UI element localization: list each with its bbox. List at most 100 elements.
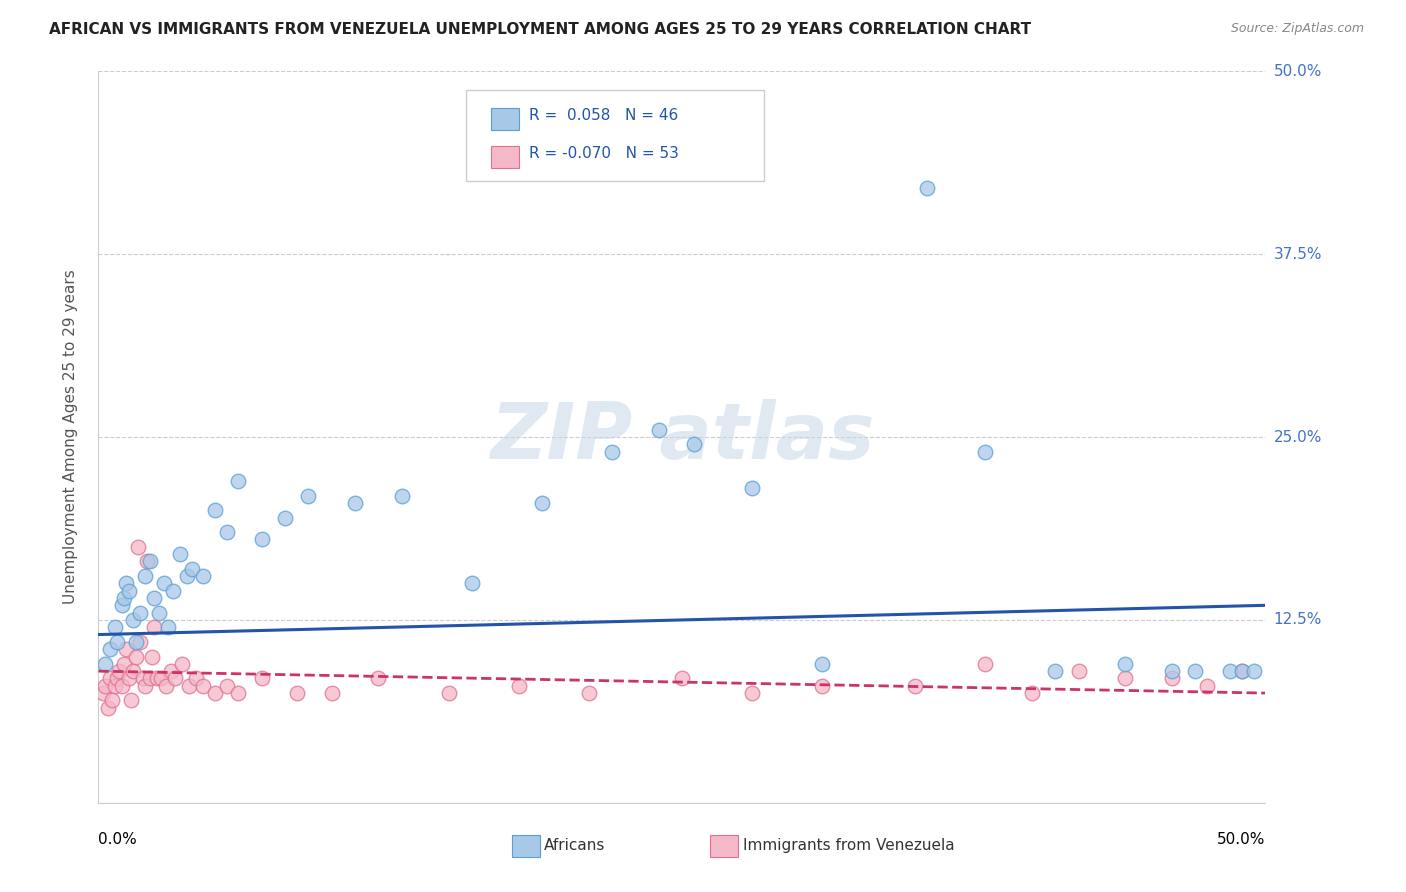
Point <box>600 444 623 458</box>
Point <box>169 547 191 561</box>
Text: 12.5%: 12.5% <box>1274 613 1322 627</box>
Point <box>904 679 927 693</box>
Point <box>125 635 148 649</box>
Point <box>578 686 600 700</box>
Point <box>104 620 127 634</box>
Point <box>1161 664 1184 678</box>
Point <box>180 562 202 576</box>
Point <box>143 620 166 634</box>
Point <box>1114 657 1136 671</box>
Point <box>367 672 389 686</box>
Point <box>94 679 117 693</box>
Point <box>974 444 997 458</box>
Point <box>122 664 145 678</box>
Point <box>811 679 834 693</box>
Point <box>285 686 308 700</box>
Point <box>136 554 159 568</box>
Point <box>321 686 343 700</box>
Point <box>146 672 169 686</box>
Point <box>228 686 250 700</box>
Point <box>391 489 413 503</box>
Point <box>148 606 170 620</box>
Point <box>157 620 180 634</box>
Point <box>134 569 156 583</box>
Text: 37.5%: 37.5% <box>1274 247 1322 261</box>
Point <box>141 649 163 664</box>
Point <box>125 649 148 664</box>
Point <box>204 503 226 517</box>
Point <box>186 672 208 686</box>
Point <box>139 672 162 686</box>
Point <box>120 693 142 707</box>
Point <box>129 635 152 649</box>
Point <box>152 576 174 591</box>
Point <box>508 679 530 693</box>
Point <box>647 423 669 437</box>
Y-axis label: Unemployment Among Ages 25 to 29 years: Unemployment Among Ages 25 to 29 years <box>63 269 77 605</box>
Point <box>1114 672 1136 686</box>
Point <box>1021 686 1043 700</box>
Point <box>437 686 460 700</box>
Point <box>179 679 201 693</box>
Text: Africans: Africans <box>544 838 606 854</box>
Point <box>1230 664 1253 678</box>
Point <box>811 657 834 671</box>
FancyBboxPatch shape <box>710 835 738 857</box>
Point <box>111 679 134 693</box>
Point <box>127 540 149 554</box>
Point <box>215 679 238 693</box>
Point <box>101 693 124 707</box>
Point <box>122 613 145 627</box>
Point <box>98 672 121 686</box>
Point <box>915 181 938 195</box>
Point <box>1045 664 1067 678</box>
Point <box>94 657 117 671</box>
Point <box>104 679 127 693</box>
Text: AFRICAN VS IMMIGRANTS FROM VENEZUELA UNEMPLOYMENT AMONG AGES 25 TO 29 YEARS CORR: AFRICAN VS IMMIGRANTS FROM VENEZUELA UNE… <box>49 22 1032 37</box>
Point <box>1230 664 1253 678</box>
Point <box>105 672 128 686</box>
Point <box>741 481 763 495</box>
Point <box>134 679 156 693</box>
Point <box>98 642 121 657</box>
Text: 50.0%: 50.0% <box>1218 832 1265 847</box>
Point <box>461 576 484 591</box>
Point <box>297 489 319 503</box>
Point <box>112 657 135 671</box>
Point <box>115 576 138 591</box>
Point <box>97 700 120 714</box>
Point <box>274 510 297 524</box>
Point <box>155 679 177 693</box>
Point <box>165 672 187 686</box>
Point <box>250 533 273 547</box>
Text: 0.0%: 0.0% <box>98 832 138 847</box>
Text: 50.0%: 50.0% <box>1274 64 1322 78</box>
Point <box>1197 679 1219 693</box>
Point <box>159 664 181 678</box>
Point <box>108 664 131 678</box>
Point <box>129 606 152 620</box>
Point <box>1184 664 1206 678</box>
Point <box>228 474 250 488</box>
Text: ZIP atlas: ZIP atlas <box>489 399 875 475</box>
Point <box>1243 664 1265 678</box>
Point <box>118 672 141 686</box>
Point <box>91 686 114 700</box>
Point <box>172 657 194 671</box>
FancyBboxPatch shape <box>491 145 519 168</box>
Point <box>132 672 155 686</box>
Point <box>741 686 763 700</box>
Point <box>1161 672 1184 686</box>
Point <box>1219 664 1241 678</box>
Point <box>162 583 184 598</box>
Text: Immigrants from Venezuela: Immigrants from Venezuela <box>742 838 955 854</box>
Point <box>105 635 128 649</box>
Point <box>150 672 173 686</box>
Point <box>112 591 135 605</box>
Point <box>682 437 704 451</box>
Point <box>204 686 226 700</box>
FancyBboxPatch shape <box>491 108 519 130</box>
Point <box>176 569 198 583</box>
Point <box>671 672 693 686</box>
Point <box>250 672 273 686</box>
